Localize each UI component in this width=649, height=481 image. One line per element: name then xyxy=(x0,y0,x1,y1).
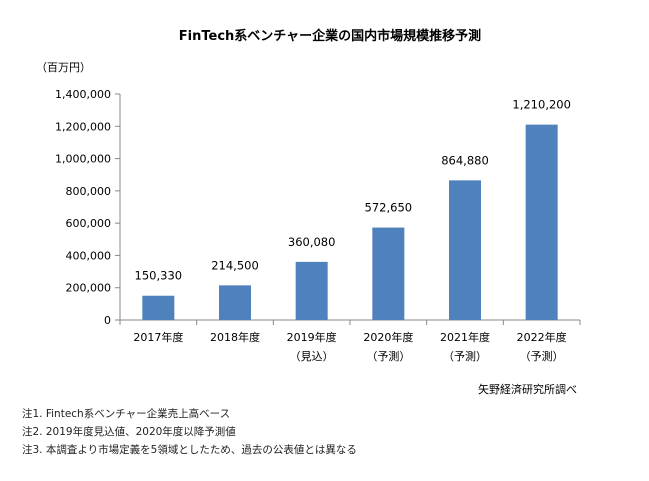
axes: 0 200,000 400,000 600,000 800,000 1,000,000 1,… xyxy=(55,88,581,363)
data-label: 360,080 xyxy=(288,235,336,249)
bar xyxy=(295,261,328,320)
x-tick-label: 2020年度 xyxy=(363,330,413,344)
y-tick-label: 1,400,000 xyxy=(55,88,111,101)
x-tick-label: （予測） xyxy=(366,349,410,363)
y-tick-label: 400,000 xyxy=(66,249,112,262)
data-label: 864,880 xyxy=(441,153,489,167)
data-labels: 150,330 214,500 360,080 572,650 864,880 1,210… xyxy=(135,98,571,283)
bars xyxy=(142,124,558,320)
bar xyxy=(142,295,175,320)
x-tick-label: （予測） xyxy=(520,349,564,363)
x-tick-label: 2018年度 xyxy=(210,330,260,344)
data-label: 572,650 xyxy=(365,201,413,215)
x-tick-label: 2021年度 xyxy=(440,330,490,344)
source-label: 矢野経済研究所調べ xyxy=(478,382,577,396)
data-label: 214,500 xyxy=(211,258,259,272)
y-tick-label: 200,000 xyxy=(66,282,112,295)
bar xyxy=(525,124,558,320)
y-tick-label: 800,000 xyxy=(66,185,112,198)
y-tick-label: 600,000 xyxy=(66,217,112,230)
data-label: 150,330 xyxy=(135,269,183,283)
x-tick-label: （予測） xyxy=(443,349,487,363)
x-tick-label: （見込） xyxy=(290,350,334,363)
y-tick-label: 1,000,000 xyxy=(55,153,111,166)
bar xyxy=(372,227,405,320)
footnotes: 注1. Fintech系ベンチャー企業売上高ベース 注2. 2019年度見込値、… xyxy=(22,405,357,459)
bar xyxy=(449,180,481,320)
x-tick-label: 2017年度 xyxy=(133,330,183,344)
y-tick-label: 1,200,000 xyxy=(55,120,111,133)
y-unit-label: （百万円） xyxy=(36,61,91,74)
footnote-3: 注3. 本調査より市場定義を5領域としたため、過去の公表値とは異なる xyxy=(22,444,357,456)
x-tick-label: 2022年度 xyxy=(517,330,567,344)
footnote-1: 注1. Fintech系ベンチャー企業売上高ベース xyxy=(22,408,231,420)
bar xyxy=(219,285,251,320)
x-tick-label: 2019年度 xyxy=(287,330,337,344)
footnote-2: 注2. 2019年度見込値、2020年度以降予測値 xyxy=(22,426,236,438)
data-label: 1,210,200 xyxy=(512,98,571,112)
chart-title: FinTech系ベンチャー企業の国内市場規模推移予測 xyxy=(179,28,481,44)
y-tick-label: 0 xyxy=(104,314,111,327)
